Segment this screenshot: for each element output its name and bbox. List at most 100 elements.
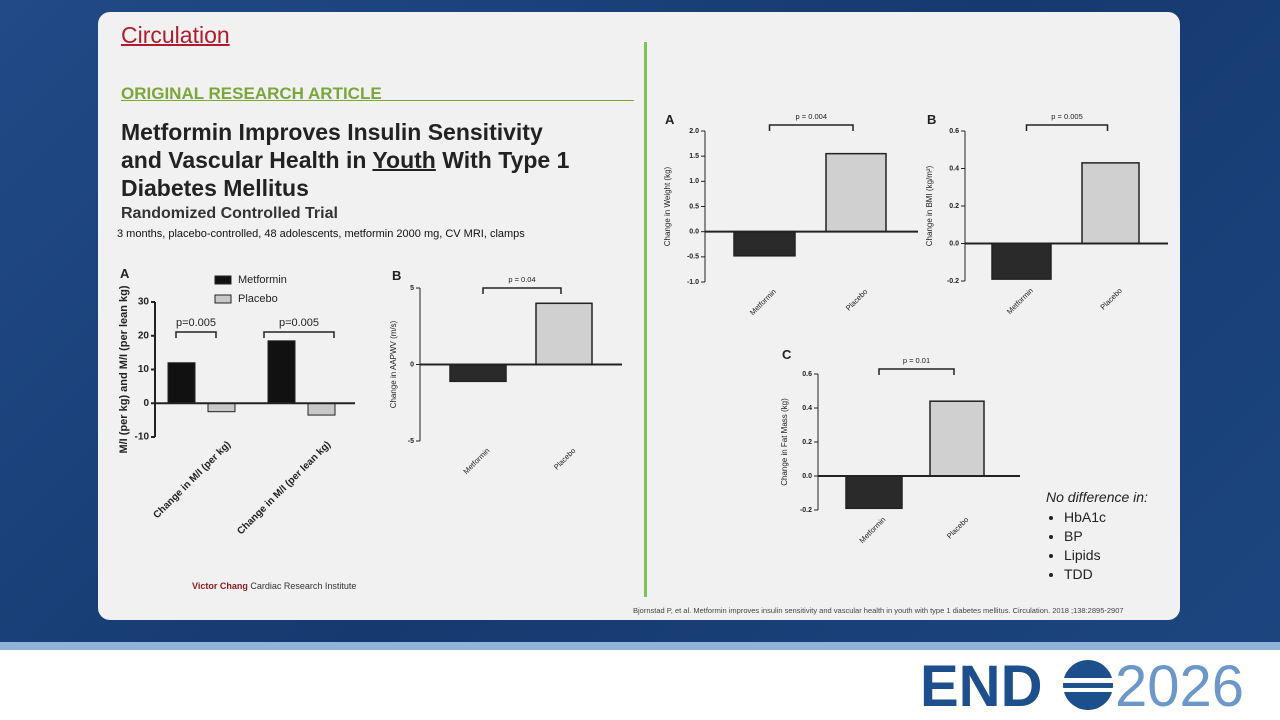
y-tick-label: 0.0 [802,473,812,480]
panel-label: A [665,112,675,127]
p-bracket [175,331,217,338]
title-part: With Type 1 [442,147,570,173]
p-bracket [263,331,335,338]
x-tick-label: Placebo [1098,286,1124,312]
subtitle: Randomized Controlled Trial [121,205,338,222]
x-tick-label: Metformin [461,446,491,476]
divider [644,42,647,597]
note-item: TDD [1064,565,1148,584]
logo-right: 2026 [1115,654,1244,719]
x-tick-label: Placebo [844,287,870,313]
p-bracket [1025,124,1109,131]
y-tick-label: 0.0 [689,229,699,236]
notes-heading: No difference in: [1046,489,1148,505]
bar [991,242,1052,280]
bar [167,362,196,404]
y-tick-label: 0.4 [949,165,959,172]
y-tick-label: 0.0 [949,240,959,247]
y-tick-label: -10 [135,432,150,443]
y-tick-label: 0.4 [802,405,812,412]
x-tick-label: Change in M/I (per kg) [151,439,233,521]
y-tick-label: 0.2 [802,439,812,446]
p-value: p=0.005 [279,317,319,329]
bar [307,402,336,416]
institute: Victor Chang Cardiac Research Institute [192,581,356,591]
y-axis-label: Change in Weight (kg) [663,166,672,246]
logo-stripe [1060,678,1116,683]
p-value: p = 0.04 [508,275,535,284]
notes-list: HbA1c BP Lipids TDD [1046,508,1148,584]
bar [845,475,903,510]
y-tick-label: 20 [138,330,150,341]
bar [825,152,887,233]
rule [121,100,634,101]
y-tick-label: -0.2 [947,278,959,285]
p-value: p = 0.004 [796,112,828,121]
bar [449,363,507,383]
y-tick-label: -1.0 [687,279,699,286]
note-item: HbA1c [1064,508,1148,527]
x-tick-label: Metformin [857,515,887,545]
p-value: p=0.005 [176,317,216,329]
title-part: Diabetes Mellitus [121,175,309,201]
bar [267,340,296,404]
bar [733,230,796,257]
bar [1081,162,1140,245]
title-part: Metformin Improves Insulin Sensitivity [121,119,543,145]
y-tick-label: 0.6 [802,371,812,378]
y-tick-label: 0 [410,361,414,368]
section: ORIGINAL RESEARCH ARTICLE [121,84,382,103]
panel-label: C [782,347,792,362]
note-item: Lipids [1064,546,1148,565]
y-tick-label: -5 [408,438,414,445]
institute-rest: Cardiac Research Institute [250,581,357,591]
y-axis-label: M/I (per kg) and M/I (per lean kg) [118,285,130,453]
notes: No difference in: HbA1c BP Lipids TDD [1046,489,1148,584]
p-bracket [482,287,562,294]
legend-swatch [214,294,232,304]
panel-label: B [392,268,401,283]
y-tick-label: 10 [138,364,150,375]
legend-label: Metformin [238,274,287,286]
y-axis-label: Change in BMI (kg/m²) [925,165,934,246]
y-tick-label: 0.6 [949,128,959,135]
description: 3 months, placebo-controlled, 48 adolesc… [117,228,525,240]
p-bracket [768,124,854,131]
y-tick-label: -0.5 [687,254,699,261]
y-tick-label: 0 [143,398,149,409]
y-tick-label: 0.2 [949,203,959,210]
title: Metformin Improves Insulin Sensitivity a… [121,118,569,202]
citation: Bjornstad P, et al. Metformin improves i… [633,606,1124,615]
slide [98,12,1180,620]
p-bracket [878,368,955,375]
x-tick-label: Change in M/I (per lean kg) [235,439,333,537]
x-tick-label: Metformin [1005,286,1035,316]
logo: END 2026 [920,654,1244,719]
legend-swatch [214,275,232,285]
title-part: Youth [372,147,436,173]
x-tick-label: Placebo [945,515,971,541]
bar [207,402,236,413]
y-tick-label: 1.5 [689,153,699,160]
y-tick-label: 1.0 [689,178,699,185]
panel-label: B [927,112,936,127]
y-tick-label: 30 [138,297,150,308]
logo-left: END [920,654,1042,719]
y-tick-label: 2.0 [689,128,699,135]
panel-label: A [120,266,130,281]
institute-name: Victor Chang [192,581,248,591]
legend-label: Placebo [238,293,278,305]
x-tick-label: Placebo [552,446,578,472]
y-tick-label: 0.5 [689,203,699,210]
logo-stripe [1060,688,1116,692]
y-tick-label: 5 [410,285,414,292]
logo-globe [1063,660,1113,710]
bar [929,400,985,477]
journal: Circulation [121,22,230,48]
title-part: and Vascular Health in [121,147,367,173]
note-item: BP [1064,527,1148,546]
y-tick-label: -0.2 [800,507,812,514]
y-axis-label: Change in Fat Mass (kg) [780,398,789,486]
